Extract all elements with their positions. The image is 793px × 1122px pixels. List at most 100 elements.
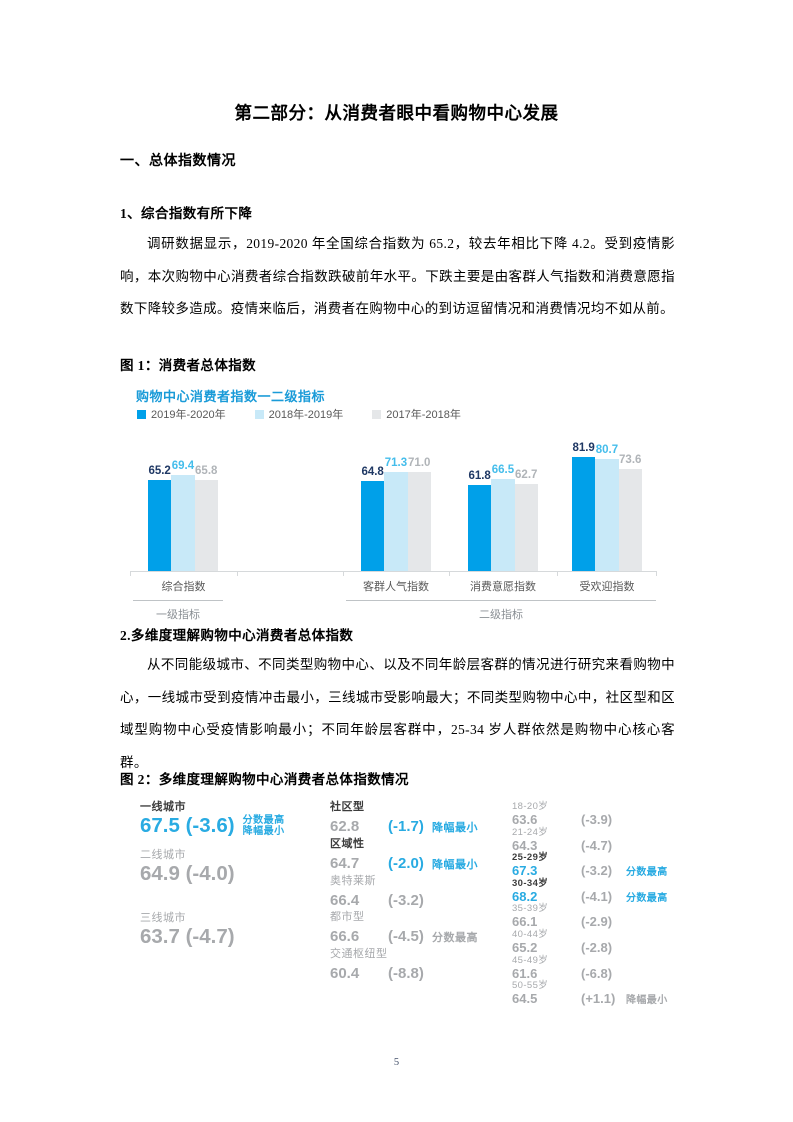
tier-underline [346,600,656,601]
bar [595,459,619,571]
bar [171,475,195,571]
bar-wrap: 62.7 [514,469,538,571]
bar-wrap: 64.8 [361,466,385,571]
stat-item-age: 50-55岁 64.5 (+1.1) 降幅最小 [512,980,668,1007]
stat-label: 交通枢纽型 [330,948,388,960]
stat-value: 65.2 [512,940,538,955]
legend-swatch-icon [372,409,382,419]
legend-item: 2019年-2020年 [137,406,226,422]
stat-tag: 降幅最小 [626,995,668,1006]
bar-group: 64.8 71.3 71.0 [361,457,431,571]
stat-value: 66.6 [330,928,360,945]
stat-change: (-2.8) [581,940,613,955]
paragraph-dimensions: 从不同能级城市、不同类型购物中心、以及不同年龄层客群的情况进行研究来看购物中心，… [120,657,675,770]
stat-value: 63.7 (-4.7) [140,925,235,948]
stat-item-mall-type: 社区型 62.8 (-1.7) 降幅最小 [330,801,478,837]
stat-value: 63.6 [512,812,538,827]
stat-change: (-4.5) [388,928,424,945]
stat-value: 68.2 [512,889,538,904]
stat-item-city: 二线城市 64.9 (-4.0) [140,849,235,886]
legend-item: 2018年-2019年 [254,406,344,422]
stat-change: (-3.2) [388,892,424,909]
legend-swatch-icon [254,409,264,419]
bar [148,480,172,571]
bar [618,469,642,571]
legend-label: 2017年-2018年 [386,409,461,421]
axis-tick [343,572,344,576]
stat-label: 50-55岁 [512,980,549,991]
stat-item-age: 25-29岁 67.3 (-3.2) 分数最高 [512,852,668,879]
stat-change: (-8.8) [388,965,424,982]
stat-value: 66.4 [330,892,360,909]
stat-value-row: 63.7 (-4.7) [140,925,235,949]
bar-value-label: 66.5 [491,464,515,476]
bar-value-label: 80.7 [595,444,619,456]
stat-label: 奥特莱斯 [330,875,376,887]
bar-value-label: 73.6 [619,454,642,466]
stat-value-row: 64.5 (+1.1) 降幅最小 [512,992,668,1007]
stat-value-row: 67.5 (-3.6) 分数最高 降幅最小 [140,814,285,838]
figure1-bar-chart: 购物中心消费者指数一二级指标 2019年-2020年 2018年-2019年 201… [130,386,670,621]
stat-label: 40-44岁 [512,929,549,940]
legend-label: 2018年-2019年 [268,409,344,421]
legend-item: 2017年-2018年 [372,406,461,422]
tier-label: 二级指标 [479,609,523,621]
bar-wrap: 81.9 [572,442,596,571]
stat-value-row: 60.4 (-8.8) [330,965,432,982]
bar [361,481,385,571]
stat-label: 25-29岁 [512,852,549,863]
stat-value: 60.4 [330,965,360,982]
paragraph-overview: 调研数据显示，2019-2020 年全国综合指数为 65.2，较去年相比下降 4… [120,236,675,317]
stat-label: 45-49岁 [512,955,549,966]
bar-value-label: 65.8 [195,465,218,477]
axis-tick [130,572,131,576]
stat-value-row: 66.6 (-4.5) 分数最高 [330,928,478,947]
chart-title: 购物中心消费者指数一二级指标 [136,389,326,404]
stat-item-city: 一线城市 67.5 (-3.6) 分数最高 降幅最小 [140,801,285,838]
stat-tag: 分数最高 [626,867,668,878]
category-label: 客群人气指数 [363,581,429,593]
stat-label: 三线城市 [140,912,186,924]
stat-value-row: 68.2 (-4.1) 分数最高 [512,890,668,905]
stat-item-mall-type: 奥特莱斯 66.4 (-3.2) [330,875,432,909]
chart-legend: 2019年-2020年 2018年-2019年 2017年-2018年 [137,406,461,422]
stat-label: 二线城市 [140,849,186,861]
stat-tag: 分数最高 [626,893,668,904]
stat-item-age: 45-49岁 61.6 (-6.8) [512,955,626,980]
stat-change: (-2.0) [388,855,424,872]
bar-wrap: 65.2 [148,465,172,571]
stat-item-mall-type: 区域性 64.7 (-2.0) 降幅最小 [330,838,478,874]
stat-value: 67.5 (-3.6) [140,814,235,837]
stat-change: (+1.1) [581,991,616,1006]
bar [468,485,492,571]
bar-wrap: 65.8 [194,465,218,571]
bar-group: 81.9 80.7 73.6 [572,442,642,571]
stat-label: 30-34岁 [512,878,549,889]
subsection-heading-1: 1、综合指数有所下降 [120,206,253,221]
tier-label: 一级指标 [156,609,200,621]
stat-tag: 分数最高 降幅最小 [242,814,285,838]
stat-change: (-6.8) [581,966,613,981]
stat-change: (-4.1) [581,889,613,904]
stat-item-age: 30-34岁 68.2 (-4.1) 分数最高 [512,878,668,905]
stat-label: 区域性 [330,838,365,850]
stat-label: 一线城市 [140,801,186,813]
page-number: 5 [393,1057,400,1068]
stat-value-row: 64.7 (-2.0) 降幅最小 [330,855,478,874]
bar-value-label: 71.0 [408,457,431,469]
bar-value-label: 69.4 [171,460,195,472]
stat-item-mall-type: 交通枢纽型 60.4 (-8.8) [330,948,432,982]
stat-value-row: 64.3 (-4.7) [512,839,626,852]
stat-value: 61.6 [512,966,538,981]
figure2-caption: 图 2：多维度理解购物中心消费者总体指数情况 [120,772,409,787]
legend-label: 2019年-2020年 [151,409,226,421]
stat-value: 64.5 [512,991,538,1006]
bar [194,480,218,571]
stat-item-city: 三线城市 63.7 (-4.7) [140,912,235,949]
stat-change: (-2.9) [581,914,613,929]
bar-group: 61.8 66.5 62.7 [468,464,538,571]
chart-plot-area: 65.2 69.4 65.8 64.8 71.3 71.0 61.8 66.5 62.7 81.9… [130,420,657,621]
stat-change: (-4.7) [581,838,613,853]
bar-value-label: 65.2 [148,465,171,477]
bar-group: 65.2 69.4 65.8 [148,460,218,571]
